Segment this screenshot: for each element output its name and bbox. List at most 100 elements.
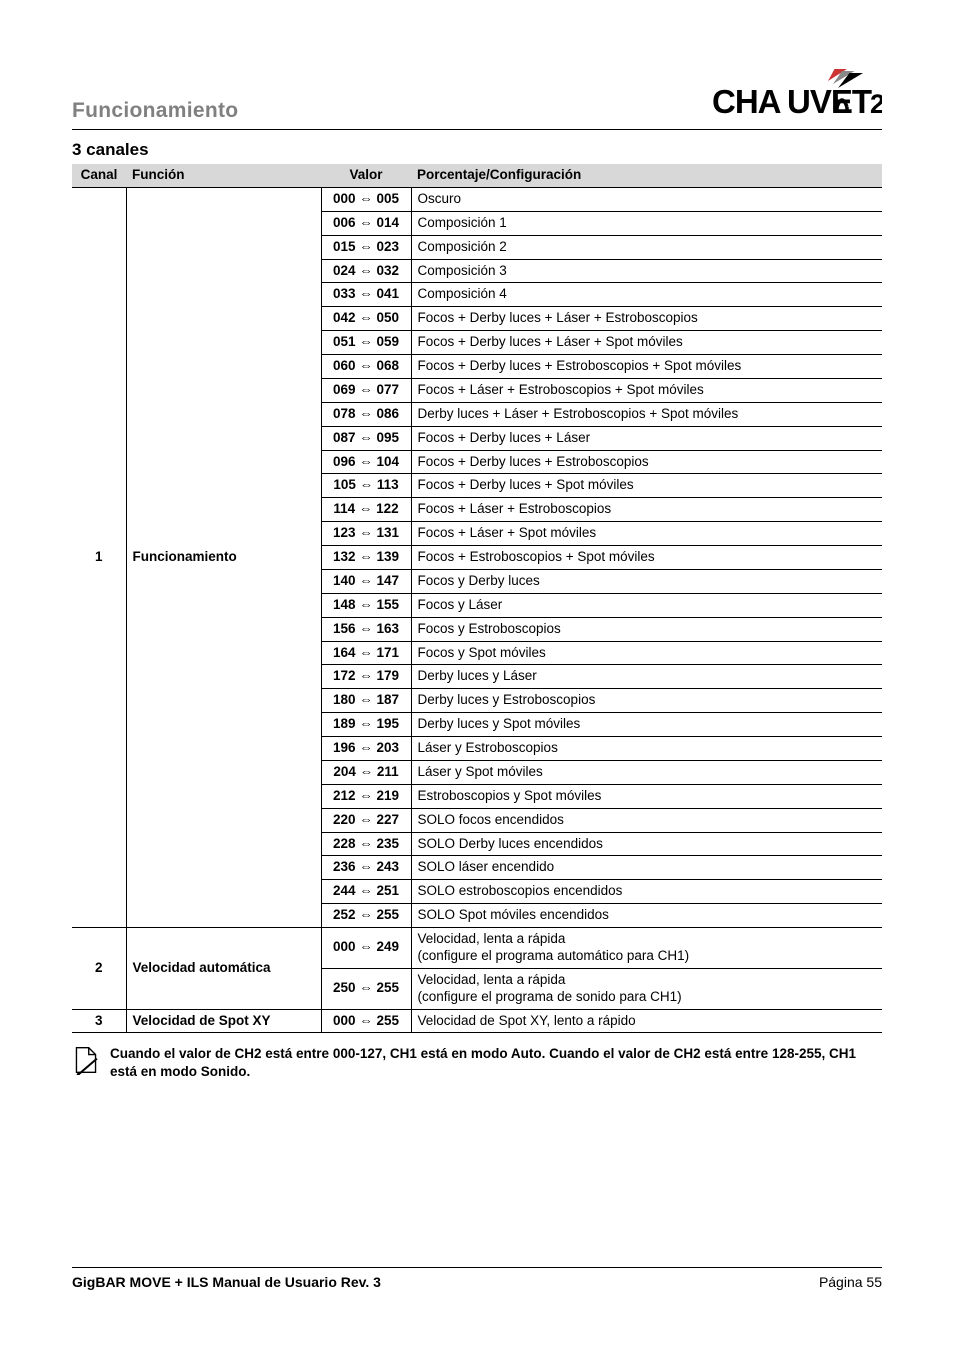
cell-config-line1: Velocidad, lenta a rápida xyxy=(418,931,566,946)
cell-config: SOLO Spot móviles encendidos xyxy=(411,904,882,928)
table-row: 3 Velocidad de Spot XY 000 ⇔ 255 Velocid… xyxy=(72,1009,882,1033)
footer-rule xyxy=(72,1267,882,1268)
col-valor: Valor xyxy=(321,164,411,187)
cell-config: Composición 1 xyxy=(411,211,882,235)
cell-valor: 105 ⇔ 113 xyxy=(321,474,411,498)
cell-valor: 024 ⇔ 032 xyxy=(321,259,411,283)
cell-valor: 015 ⇔ 023 xyxy=(321,235,411,259)
cell-valor: 006 ⇔ 014 xyxy=(321,211,411,235)
cell-config: Focos + Láser + Estroboscopios xyxy=(411,498,882,522)
cell-config: Focos + Estroboscopios + Spot móviles xyxy=(411,546,882,570)
cell-config: Derby luces + Láser + Estroboscopios + S… xyxy=(411,402,882,426)
cell-valor: 051 ⇔ 059 xyxy=(321,331,411,355)
cell-config: Focos + Derby luces + Spot móviles xyxy=(411,474,882,498)
note-block: Cuando el valor de CH2 está entre 000-12… xyxy=(72,1045,882,1080)
cell-config: SOLO focos encendidos xyxy=(411,808,882,832)
cell-funcion: Velocidad automática xyxy=(126,928,321,1010)
cell-config: Focos + Derby luces + Láser + Spot móvil… xyxy=(411,331,882,355)
cell-valor: 156 ⇔ 163 xyxy=(321,617,411,641)
page-footer: GigBAR MOVE + ILS Manual de Usuario Rev.… xyxy=(72,1267,882,1290)
note-text: Cuando el valor de CH2 está entre 000-12… xyxy=(110,1045,882,1080)
svg-text:CHA: CHA xyxy=(712,83,781,120)
cell-valor: 204 ⇔ 211 xyxy=(321,760,411,784)
cell-config: Focos + Derby luces + Estroboscopios + S… xyxy=(411,355,882,379)
cell-config: Focos + Derby luces + Láser xyxy=(411,426,882,450)
dmx-table: Canal Función Valor Porcentaje/Configura… xyxy=(72,164,882,1033)
cell-valor: 212 ⇔ 219 xyxy=(321,784,411,808)
cell-valor: 164 ⇔ 171 xyxy=(321,641,411,665)
cell-valor: 087 ⇔ 095 xyxy=(321,426,411,450)
cell-config: Estroboscopios y Spot móviles xyxy=(411,784,882,808)
table-header-row: Canal Función Valor Porcentaje/Configura… xyxy=(72,164,882,187)
cell-config-line1: Velocidad, lenta a rápida xyxy=(418,972,566,987)
footer-manual-title: GigBAR MOVE + ILS Manual de Usuario Rev.… xyxy=(72,1274,381,1290)
page-header: Funcionamiento CHA UVET 2 xyxy=(72,68,882,123)
cell-valor: 250 ⇔ 255 xyxy=(321,968,411,1009)
cell-canal: 2 xyxy=(72,928,126,1010)
header-rule xyxy=(72,129,882,130)
cell-valor: 148 ⇔ 155 xyxy=(321,593,411,617)
cell-valor: 114 ⇔ 122 xyxy=(321,498,411,522)
cell-config: Oscuro xyxy=(411,187,882,211)
cell-config: Focos + Láser + Spot móviles xyxy=(411,522,882,546)
cell-valor: 244 ⇔ 251 xyxy=(321,880,411,904)
col-canal: Canal xyxy=(72,164,126,187)
cell-config: Focos + Derby luces + Láser + Estrobosco… xyxy=(411,307,882,331)
cell-valor: 220 ⇔ 227 xyxy=(321,808,411,832)
cell-config: Derby luces y Estroboscopios xyxy=(411,689,882,713)
cell-valor: 252 ⇔ 255 xyxy=(321,904,411,928)
cell-config: Derby luces y Spot móviles xyxy=(411,713,882,737)
cell-valor: 000 ⇔ 255 xyxy=(321,1009,411,1033)
cell-funcion: Funcionamiento xyxy=(126,187,321,927)
cell-valor: 042 ⇔ 050 xyxy=(321,307,411,331)
cell-config: Láser y Estroboscopios xyxy=(411,737,882,761)
cell-funcion: Velocidad de Spot XY xyxy=(126,1009,321,1033)
cell-config: Composición 3 xyxy=(411,259,882,283)
table-row: 2 Velocidad automática 000 ⇔ 249 Velocid… xyxy=(72,928,882,969)
cell-config-line2: (configure el programa automático para C… xyxy=(418,948,690,963)
cell-config: SOLO láser encendido xyxy=(411,856,882,880)
svg-text:2: 2 xyxy=(870,89,882,119)
table-heading: 3 canales xyxy=(72,140,882,160)
cell-config: Láser y Spot móviles xyxy=(411,760,882,784)
cell-valor: 069 ⇔ 077 xyxy=(321,378,411,402)
svg-text:UVET: UVET xyxy=(787,83,872,120)
cell-valor: 000 ⇔ 005 xyxy=(321,187,411,211)
cell-valor: 236 ⇔ 243 xyxy=(321,856,411,880)
cell-valor: 078 ⇔ 086 xyxy=(321,402,411,426)
col-funcion: Función xyxy=(126,164,321,187)
cell-valor: 096 ⇔ 104 xyxy=(321,450,411,474)
cell-config: Composición 4 xyxy=(411,283,882,307)
section-title: Funcionamiento xyxy=(72,99,238,123)
cell-valor: 196 ⇔ 203 xyxy=(321,737,411,761)
chauvet-logo: CHA UVET 2 xyxy=(712,68,882,123)
cell-valor: 123 ⇔ 131 xyxy=(321,522,411,546)
col-config: Porcentaje/Configuración xyxy=(411,164,882,187)
cell-valor: 189 ⇔ 195 xyxy=(321,713,411,737)
cell-valor: 228 ⇔ 235 xyxy=(321,832,411,856)
cell-config: Composición 2 xyxy=(411,235,882,259)
cell-config: Focos y Derby luces xyxy=(411,569,882,593)
cell-config: Focos + Derby luces + Estroboscopios xyxy=(411,450,882,474)
table-row: 1 Funcionamiento 000 ⇔ 005 Oscuro xyxy=(72,187,882,211)
cell-config: Focos y Láser xyxy=(411,593,882,617)
cell-valor: 000 ⇔ 249 xyxy=(321,928,411,969)
note-icon xyxy=(72,1045,100,1075)
cell-config: Derby luces y Láser xyxy=(411,665,882,689)
cell-valor: 180 ⇔ 187 xyxy=(321,689,411,713)
cell-valor: 140 ⇔ 147 xyxy=(321,569,411,593)
cell-config: Velocidad, lenta a rápida (configure el … xyxy=(411,928,882,969)
cell-config: Focos + Láser + Estroboscopios + Spot mó… xyxy=(411,378,882,402)
cell-config: Focos y Estroboscopios xyxy=(411,617,882,641)
cell-config: Velocidad de Spot XY, lento a rápido xyxy=(411,1009,882,1033)
cell-valor: 172 ⇔ 179 xyxy=(321,665,411,689)
footer-page-number: Página 55 xyxy=(819,1274,882,1290)
cell-valor: 132 ⇔ 139 xyxy=(321,546,411,570)
cell-valor: 060 ⇔ 068 xyxy=(321,355,411,379)
cell-config: SOLO estroboscopios encendidos xyxy=(411,880,882,904)
cell-canal: 3 xyxy=(72,1009,126,1033)
cell-config-line2: (configure el programa de sonido para CH… xyxy=(418,989,682,1004)
cell-config: SOLO Derby luces encendidos xyxy=(411,832,882,856)
cell-config: Focos y Spot móviles xyxy=(411,641,882,665)
cell-config: Velocidad, lenta a rápida (configure el … xyxy=(411,968,882,1009)
